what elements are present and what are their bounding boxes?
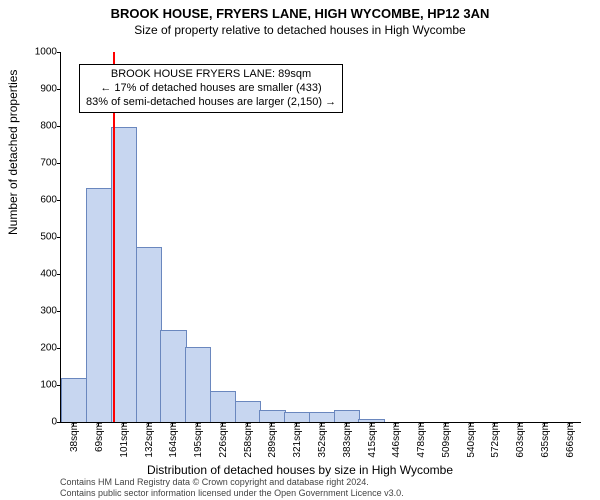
x-tick-label: 603sqm — [512, 422, 526, 458]
y-tick-mark — [57, 422, 61, 423]
x-tick-label: 478sqm — [413, 422, 427, 458]
x-tick-label: 415sqm — [364, 422, 378, 458]
x-tick-label: 666sqm — [562, 422, 576, 458]
credits: Contains HM Land Registry data © Crown c… — [60, 477, 404, 498]
annotation-box: BROOK HOUSE FRYERS LANE: 89sqm← 17% of d… — [79, 64, 343, 113]
annotation-line-2: ← 17% of detached houses are smaller (43… — [86, 82, 336, 96]
x-tick-label: 258sqm — [240, 422, 254, 458]
x-tick-label: 101sqm — [116, 422, 130, 458]
x-tick-label: 509sqm — [438, 422, 452, 458]
x-tick-label: 635sqm — [537, 422, 551, 458]
x-tick-label: 352sqm — [314, 422, 328, 458]
chart-subtitle: Size of property relative to detached ho… — [0, 21, 600, 37]
y-tick-mark — [57, 311, 61, 312]
x-axis-label: Distribution of detached houses by size … — [0, 463, 600, 477]
histogram-bar — [61, 378, 87, 422]
histogram-bar — [160, 330, 186, 422]
y-tick-mark — [57, 89, 61, 90]
x-tick-label: 383sqm — [339, 422, 353, 458]
histogram-bar — [136, 247, 162, 422]
x-tick-label: 321sqm — [289, 422, 303, 458]
x-tick-label: 446sqm — [388, 422, 402, 458]
x-tick-label: 572sqm — [487, 422, 501, 458]
credits-line-1: Contains HM Land Registry data © Crown c… — [60, 477, 404, 487]
histogram-bar — [334, 410, 360, 422]
x-tick-label: 289sqm — [264, 422, 278, 458]
annotation-line-3: 83% of semi-detached houses are larger (… — [86, 96, 336, 110]
credits-line-2: Contains public sector information licen… — [60, 488, 404, 498]
chart-title: BROOK HOUSE, FRYERS LANE, HIGH WYCOMBE, … — [0, 0, 600, 21]
y-tick-mark — [57, 200, 61, 201]
x-tick-label: 164sqm — [165, 422, 179, 458]
x-tick-label: 38sqm — [66, 422, 80, 452]
x-tick-label: 132sqm — [141, 422, 155, 458]
x-tick-label: 226sqm — [215, 422, 229, 458]
histogram-bar — [86, 188, 112, 422]
histogram-bar — [210, 391, 236, 422]
y-tick-mark — [57, 237, 61, 238]
histogram-bar — [259, 410, 285, 422]
histogram-bar — [309, 412, 335, 422]
y-axis-label: Number of detached properties — [6, 70, 20, 235]
y-tick-mark — [57, 163, 61, 164]
y-tick-mark — [57, 274, 61, 275]
histogram-bar — [235, 401, 261, 422]
y-tick-mark — [57, 126, 61, 127]
chart-area: 0100200300400500600700800900100038sqm69s… — [60, 52, 581, 423]
y-tick-mark — [57, 52, 61, 53]
x-tick-label: 540sqm — [463, 422, 477, 458]
histogram-bar — [284, 412, 310, 422]
x-tick-label: 195sqm — [190, 422, 204, 458]
histogram-bar — [185, 347, 211, 422]
y-tick-mark — [57, 348, 61, 349]
annotation-line-1: BROOK HOUSE FRYERS LANE: 89sqm — [86, 68, 336, 82]
x-tick-label: 69sqm — [91, 422, 105, 452]
